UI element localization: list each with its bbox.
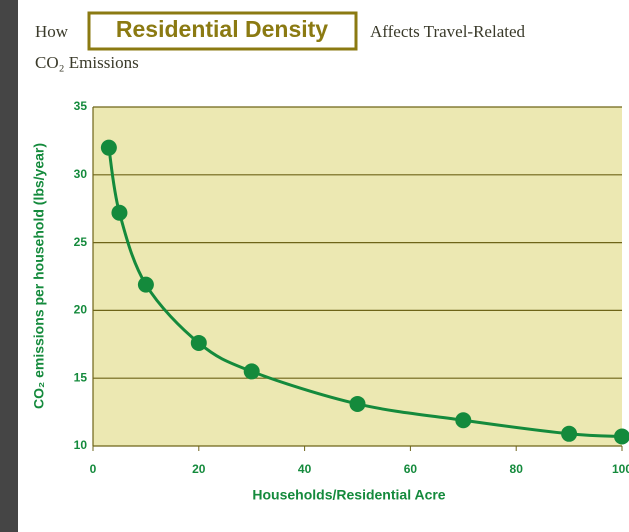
title-part: Affects Travel-Related bbox=[370, 22, 526, 41]
y-tick-label: 35 bbox=[74, 99, 88, 113]
point bbox=[100, 139, 117, 156]
curve bbox=[107, 147, 623, 439]
x-tick-label: 100 bbox=[612, 462, 629, 476]
point bbox=[561, 425, 578, 442]
x-tick-label: 20 bbox=[192, 462, 206, 476]
point bbox=[614, 428, 629, 445]
title-highlight: Residential Density bbox=[116, 16, 328, 42]
y-axis-label: CO₂ emissions per household (lbs/year) bbox=[31, 143, 47, 409]
y-tick-label: 25 bbox=[74, 235, 88, 249]
point bbox=[349, 395, 366, 412]
y-tick-label: 20 bbox=[74, 303, 88, 317]
point bbox=[137, 276, 154, 293]
point bbox=[111, 204, 128, 221]
x-tick-label: 0 bbox=[90, 462, 97, 476]
y-tick-label: 15 bbox=[74, 370, 88, 384]
x-tick-label: 60 bbox=[404, 462, 418, 476]
y-tick-label: 30 bbox=[74, 167, 88, 181]
plot-area bbox=[93, 107, 622, 446]
x-axis-label: Households/Residential Acre bbox=[252, 487, 445, 503]
point bbox=[243, 363, 260, 380]
y-tick-label: 10 bbox=[74, 438, 88, 452]
x-tick-label: 40 bbox=[298, 462, 312, 476]
point bbox=[190, 334, 207, 351]
title-part: CO₂ Emissions bbox=[35, 53, 139, 72]
x-tick-label: 80 bbox=[510, 462, 524, 476]
title-box bbox=[87, 11, 358, 51]
point bbox=[455, 412, 472, 429]
title-part: How bbox=[35, 22, 69, 41]
side-strip bbox=[0, 0, 18, 532]
